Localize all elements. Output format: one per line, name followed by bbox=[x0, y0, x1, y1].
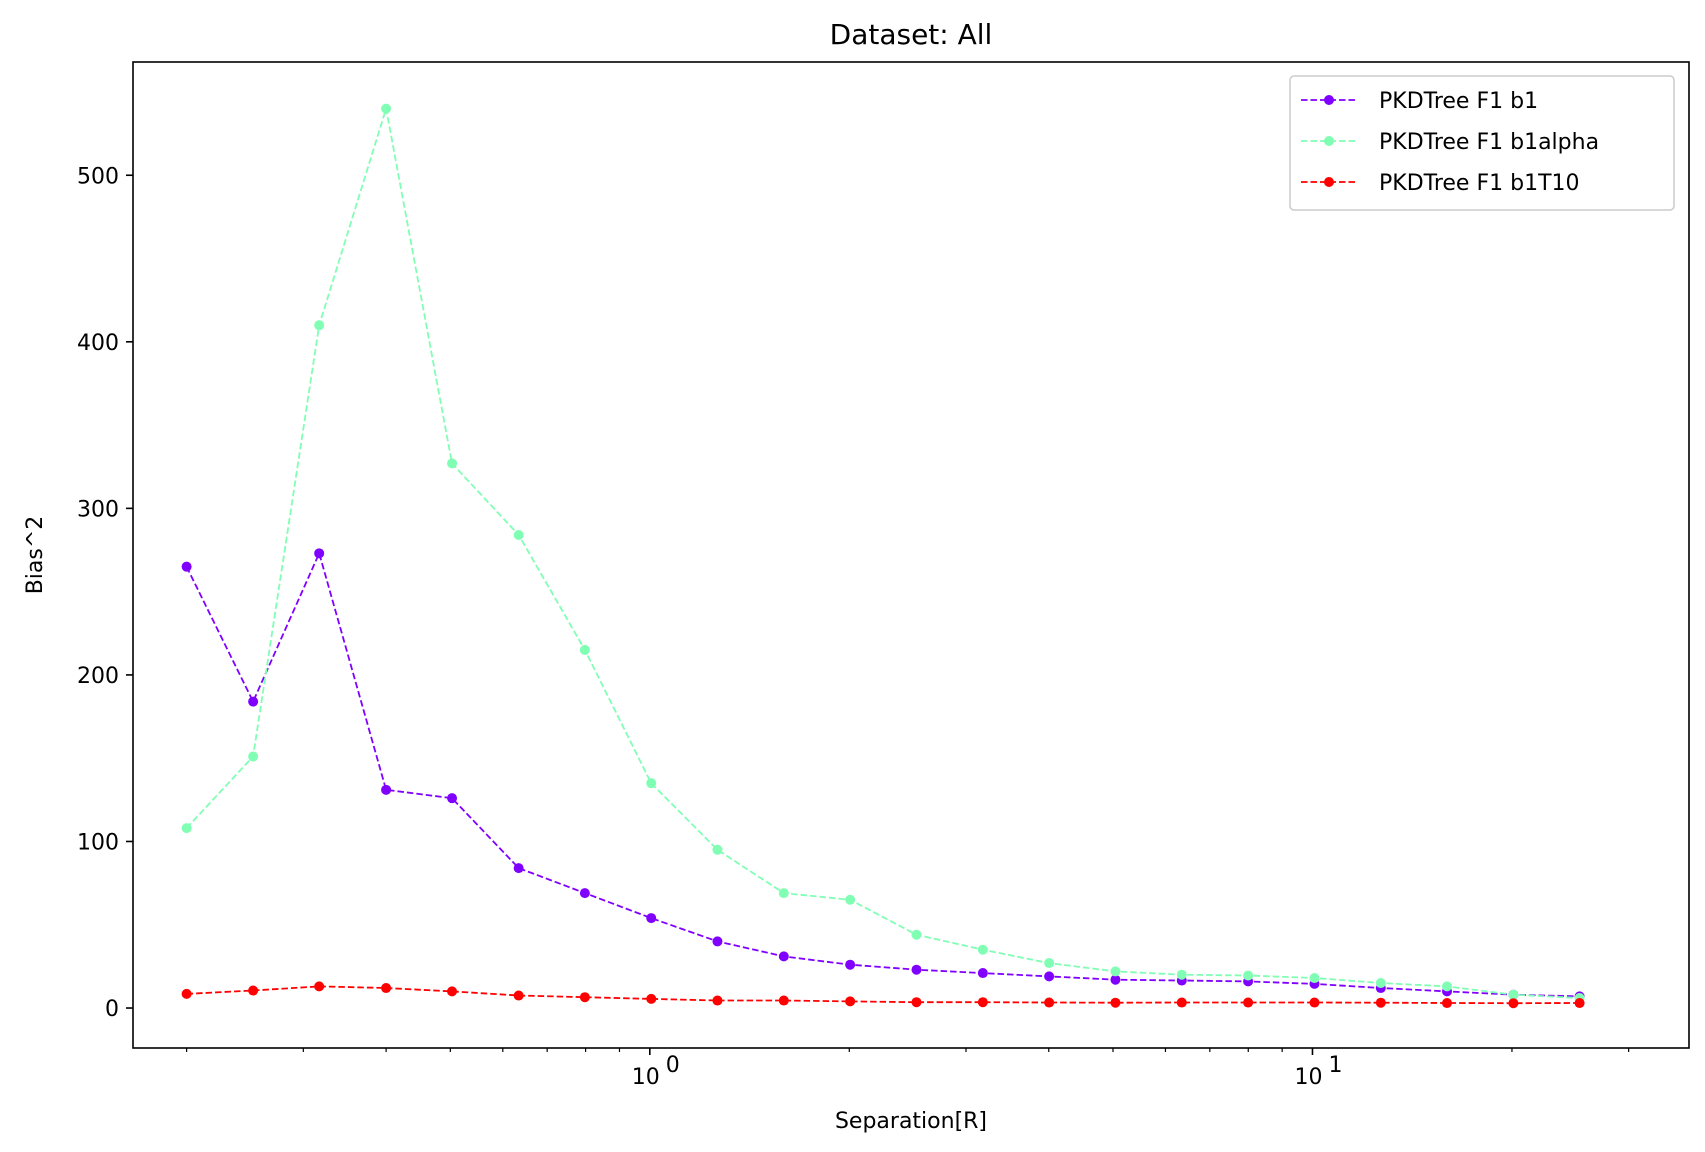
data-point bbox=[447, 458, 458, 469]
legend-box bbox=[1289, 75, 1675, 211]
data-point bbox=[1176, 969, 1187, 980]
data-point bbox=[845, 959, 856, 970]
data-point bbox=[1375, 997, 1386, 1008]
data-point bbox=[977, 997, 988, 1008]
y-axis-title: Bias^2 bbox=[23, 516, 48, 595]
y-axis: 0 100 200 300 400 500 bbox=[77, 164, 133, 1022]
data-point bbox=[248, 985, 259, 996]
data-point bbox=[381, 103, 392, 114]
data-point bbox=[248, 696, 259, 707]
legend-label: PKDTree F1 b1alpha bbox=[1379, 130, 1599, 155]
chart-title: Dataset: All bbox=[830, 18, 993, 51]
data-point bbox=[447, 986, 458, 997]
data-point bbox=[845, 996, 856, 1007]
legend-swatch-marker bbox=[1324, 95, 1334, 105]
legend: PKDTree F1 b1 PKDTree F1 b1alpha PKDTree F… bbox=[1289, 75, 1675, 211]
data-point bbox=[778, 995, 789, 1006]
data-point bbox=[181, 823, 192, 834]
legend-label: PKDTree F1 b1 bbox=[1379, 89, 1538, 114]
data-point bbox=[1110, 966, 1121, 977]
series-line bbox=[185, 550, 1580, 998]
y-tick-label: 500 bbox=[77, 164, 119, 189]
y-tick-label: 0 bbox=[105, 997, 119, 1022]
data-point bbox=[845, 894, 856, 905]
data-point bbox=[1044, 971, 1055, 982]
data-point bbox=[712, 936, 723, 947]
y-tick-label: 200 bbox=[77, 664, 119, 689]
data-point bbox=[1044, 958, 1055, 969]
data-point bbox=[911, 964, 922, 975]
x-tick-label: 10 bbox=[632, 1065, 660, 1090]
data-point bbox=[1243, 970, 1254, 981]
series-3 bbox=[181, 981, 1585, 1009]
y-tick-label: 300 bbox=[77, 497, 119, 522]
data-point bbox=[314, 548, 325, 559]
data-point bbox=[1044, 997, 1055, 1008]
data-point bbox=[646, 913, 657, 924]
x-axis-title: Separation[R] bbox=[835, 1109, 987, 1134]
data-point bbox=[381, 784, 392, 795]
data-point bbox=[1574, 998, 1585, 1009]
data-point bbox=[712, 844, 723, 855]
data-point bbox=[1243, 997, 1254, 1008]
series-line bbox=[185, 108, 1580, 999]
data-point bbox=[513, 863, 524, 874]
data-point bbox=[911, 997, 922, 1008]
data-point bbox=[513, 530, 524, 541]
data-point bbox=[778, 888, 789, 899]
data-point bbox=[181, 561, 192, 572]
plot-frame bbox=[132, 61, 1690, 1049]
series-2 bbox=[181, 103, 1585, 1004]
data-point bbox=[314, 981, 325, 992]
data-point bbox=[447, 793, 458, 804]
x-tick-exponent: 0 bbox=[666, 1053, 680, 1078]
data-point bbox=[1309, 973, 1320, 984]
data-point bbox=[977, 944, 988, 955]
y-tick-label: 400 bbox=[77, 331, 119, 356]
data-point bbox=[1442, 981, 1453, 992]
data-point bbox=[1176, 997, 1187, 1008]
data-point bbox=[646, 778, 657, 789]
legend-label: PKDTree F1 b1T10 bbox=[1379, 171, 1580, 196]
data-point bbox=[778, 951, 789, 962]
data-point bbox=[977, 968, 988, 979]
data-point bbox=[1110, 974, 1121, 985]
data-point bbox=[1442, 998, 1453, 1009]
data-point bbox=[911, 929, 922, 940]
data-point bbox=[579, 644, 590, 655]
data-point bbox=[181, 988, 192, 999]
data-point bbox=[1110, 997, 1121, 1008]
data-point bbox=[314, 320, 325, 331]
data-point bbox=[1508, 998, 1519, 1009]
legend-swatch-marker bbox=[1324, 136, 1334, 146]
x-tick-label: 10 bbox=[1294, 1065, 1322, 1090]
x-axis: 10 0 10 1 bbox=[186, 1048, 1630, 1090]
data-point bbox=[513, 990, 524, 1001]
data-point bbox=[1375, 978, 1386, 989]
data-point bbox=[712, 995, 723, 1006]
data-point bbox=[646, 993, 657, 1004]
data-point bbox=[1309, 997, 1320, 1008]
series-line bbox=[186, 985, 1580, 1005]
legend-swatch-marker bbox=[1324, 177, 1334, 187]
data-point bbox=[1508, 989, 1519, 1000]
data-point bbox=[579, 888, 590, 899]
y-tick-label: 100 bbox=[77, 830, 119, 855]
data-point bbox=[248, 751, 259, 762]
plot-area bbox=[181, 103, 1585, 1009]
data-point bbox=[381, 983, 392, 994]
data-point bbox=[579, 992, 590, 1003]
x-tick-exponent: 1 bbox=[1328, 1053, 1342, 1078]
